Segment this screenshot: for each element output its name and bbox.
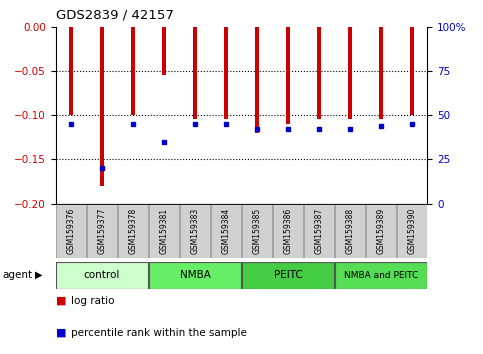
Text: ■: ■ [56,328,66,338]
Text: percentile rank within the sample: percentile rank within the sample [71,328,247,338]
Text: ▶: ▶ [35,270,43,280]
Bar [69,27,73,115]
Text: GSM159389: GSM159389 [376,208,385,254]
Bar [149,262,242,289]
Bar [56,262,148,289]
Bar [335,262,427,289]
Bar [348,27,352,120]
Bar [304,204,334,258]
Text: GSM159376: GSM159376 [67,208,75,254]
Text: agent: agent [2,270,32,280]
Bar [379,27,384,120]
Text: GSM159383: GSM159383 [190,208,199,254]
Bar [162,27,166,75]
Bar [335,204,365,258]
Bar [397,204,427,258]
Bar [255,27,259,133]
Text: GSM159387: GSM159387 [314,208,324,254]
Bar [118,204,148,258]
Text: NMBA and PEITC: NMBA and PEITC [344,271,418,280]
Bar [56,204,86,258]
Bar [410,27,414,115]
Text: ■: ■ [56,296,66,306]
Text: GSM159388: GSM159388 [345,208,355,254]
Bar [99,27,104,186]
Bar [193,27,198,120]
Bar [242,262,334,289]
Text: control: control [84,270,120,280]
Text: GSM159377: GSM159377 [98,208,107,254]
Bar [86,204,117,258]
Text: NMBA: NMBA [180,270,211,280]
Text: GSM159381: GSM159381 [159,208,169,254]
Bar [149,204,179,258]
Bar [242,204,272,258]
Bar [285,27,290,124]
Text: GSM159385: GSM159385 [253,208,261,254]
Text: GSM159386: GSM159386 [284,208,293,254]
Bar [211,204,242,258]
Bar [131,27,135,115]
Text: GSM159390: GSM159390 [408,208,416,254]
Text: GSM159384: GSM159384 [222,208,230,254]
Text: PEITC: PEITC [273,270,302,280]
Text: GSM159378: GSM159378 [128,208,138,254]
Bar [180,204,211,258]
Text: GDS2839 / 42157: GDS2839 / 42157 [56,9,173,22]
Bar [224,27,228,120]
Bar [366,204,397,258]
Bar [272,204,303,258]
Text: log ratio: log ratio [71,296,114,306]
Bar [317,27,321,120]
